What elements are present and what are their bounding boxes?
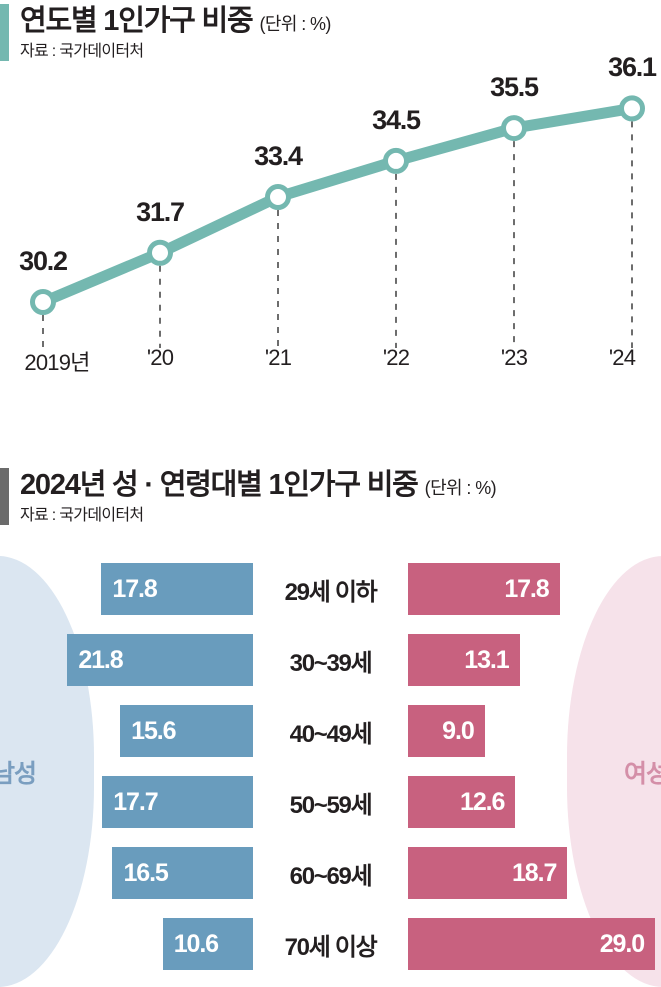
age-group-label: 30~39세 [289, 649, 373, 677]
bar-chart-header-text: 2024년 성 · 연령대별 1인가구 비중 (단위 : %) 자료 : 국가데… [20, 468, 661, 525]
male-bar: 17.8 [101, 563, 253, 615]
female-bar-value: 17.8 [504, 574, 549, 603]
line-chart-svg [30, 95, 645, 348]
age-group-label: 70세 이상 [284, 933, 378, 961]
male-bar-cell: 16.5 [0, 847, 253, 899]
male-bar-cell: 17.8 [0, 563, 253, 615]
female-bar: 13.1 [408, 634, 520, 686]
data-point [619, 95, 645, 122]
bar-row: 17.7 50~59세 12.6 [0, 769, 661, 835]
line-chart-title-row: 연도별 1인가구 비중 (단위 : %) [20, 5, 661, 37]
female-bar-value: 9.0 [442, 716, 475, 745]
female-bar: 9.0 [408, 705, 485, 757]
male-bar-value: 17.7 [113, 787, 158, 816]
female-bar: 12.6 [408, 776, 516, 828]
data-point-label: 33.4 [254, 141, 303, 171]
data-point [265, 184, 291, 211]
line-chart-source: 자료 : 국가데이터처 [20, 43, 144, 61]
male-bar: 21.8 [67, 634, 253, 686]
female-bar: 17.8 [408, 563, 560, 615]
bar-chart-unit: (단위 : %) [424, 478, 497, 498]
x-axis-tick-label: '21 [264, 345, 292, 370]
data-point [383, 147, 409, 174]
male-bar-cell: 17.7 [0, 776, 253, 828]
female-bar-cell: 12.6 [408, 776, 661, 828]
data-point-label: 34.5 [372, 104, 421, 135]
data-point-label: 36.1 [608, 52, 657, 83]
male-bar-value: 16.5 [123, 858, 168, 887]
x-axis-tick-label: '23 [500, 345, 528, 370]
male-bar-cell: 15.6 [0, 705, 253, 757]
x-axis-tick-label: '22 [382, 345, 410, 370]
trend-line [37, 102, 638, 308]
data-point [30, 289, 56, 316]
bar-chart-title: 2024년 성 · 연령대별 1인가구 비중 [20, 469, 419, 501]
male-bar-value: 15.6 [131, 716, 176, 745]
male-bar-value: 21.8 [78, 645, 123, 674]
accent-bar-gray [0, 468, 9, 526]
x-axis-tick-label: '20 [146, 345, 174, 370]
data-point-label: 35.5 [490, 72, 539, 103]
bar-row: 21.8 30~39세 13.1 [0, 627, 661, 693]
female-legend-label: 여성 [623, 759, 661, 788]
bar-row: 15.6 40~49세 9.0 [0, 698, 661, 764]
female-bar-value: 13.1 [464, 645, 509, 674]
male-bar-value: 17.8 [112, 574, 157, 603]
data-point-label: 30.2 [19, 246, 68, 277]
bar-chart-header: 2024년 성 · 연령대별 1인가구 비중 (단위 : %) 자료 : 국가데… [0, 468, 661, 526]
line-chart: 30.2 31.7 33.4 34.5 35.5 36.1 2019년 '20 '21 '22 '… [0, 52, 661, 420]
female-bar-cell: 29.0 [408, 918, 661, 970]
line-chart-header: 연도별 1인가구 비중 (단위 : %) 자료 : 국가데이터처 [0, 4, 661, 62]
male-bar: 15.6 [120, 705, 253, 757]
bar-row: 10.6 70세 이상 29.0 [0, 911, 661, 977]
tick-dash-group [42, 121, 633, 348]
female-bar-value: 12.6 [460, 787, 505, 816]
bar-row-group: 17.8 29세 이하 17.8 21.8 30~39세 13.1 15.6 40~49세 9.… [0, 556, 661, 982]
data-point [501, 115, 527, 142]
gender-age-bar-chart: 남성 여성 17.8 29세 이하 17.8 21.8 30~39세 13.1 15.6 40… [0, 556, 661, 987]
x-axis-tick-label: '24 [608, 345, 636, 370]
bar-row: 17.8 29세 이하 17.8 [0, 556, 661, 622]
bar-chart-source: 자료 : 국가데이터처 [20, 507, 144, 525]
female-bar-cell: 17.8 [408, 563, 661, 615]
age-group-label: 29세 이하 [284, 578, 378, 606]
female-bar: 29.0 [408, 918, 655, 970]
male-bar: 17.7 [102, 776, 253, 828]
data-point-group [30, 95, 645, 316]
female-bar-value: 18.7 [512, 858, 557, 887]
female-bar: 18.7 [408, 847, 568, 899]
male-bar: 16.5 [112, 847, 253, 899]
line-chart-header-text: 연도별 1인가구 비중 (단위 : %) 자료 : 국가데이터처 [20, 4, 661, 61]
male-bar-cell: 21.8 [0, 634, 253, 686]
male-legend-label: 남성 [0, 759, 37, 788]
age-group-label: 50~59세 [289, 791, 373, 819]
age-group-label: 60~69세 [289, 862, 373, 890]
data-point-label: 31.7 [136, 196, 185, 227]
female-bar-value: 29.0 [599, 929, 645, 958]
x-axis-tick-label: 2019년 [24, 350, 90, 375]
male-bar-value: 10.6 [173, 929, 219, 958]
age-group-label: 40~49세 [289, 720, 373, 748]
bar-row: 16.5 60~69세 18.7 [0, 840, 661, 906]
accent-bar-teal [0, 4, 9, 62]
bar-chart-title-row: 2024년 성 · 연령대별 1인가구 비중 (단위 : %) [20, 469, 661, 501]
data-point [147, 239, 173, 266]
line-chart-unit: (단위 : %) [259, 14, 331, 34]
female-bar-cell: 18.7 [408, 847, 661, 899]
page-title: 연도별 1인가구 비중 [20, 5, 254, 37]
female-bar-cell: 13.1 [408, 634, 661, 686]
male-bar-cell: 10.6 [0, 918, 253, 970]
female-bar-cell: 9.0 [408, 705, 661, 757]
male-bar: 10.6 [162, 918, 253, 970]
